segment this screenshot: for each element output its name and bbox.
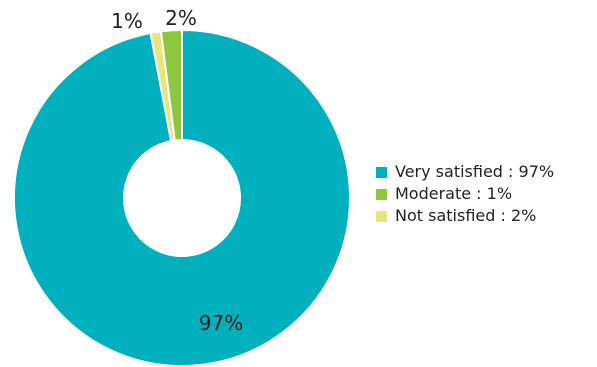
slice-label-moderate: 2% <box>165 6 197 30</box>
legend-label-not-satisfied: Not satisfied : 2% <box>395 206 537 225</box>
legend-item-moderate: Moderate : 1% <box>376 183 554 205</box>
slice-label-very-satisfied: 97% <box>199 311 243 335</box>
donut-slices <box>13 28 351 367</box>
legend-item-very-satisfied: Very satisfied : 97% <box>376 161 554 183</box>
slice-moderate <box>159 28 183 142</box>
legend-item-not-satisfied: Not satisfied : 2% <box>376 205 554 227</box>
slice-labels: 97% 2% 1% <box>111 6 243 335</box>
legend-label-very-satisfied: Very satisfied : 97% <box>395 162 555 181</box>
legend-swatch-not-satisfied <box>376 210 387 222</box>
legend-label-moderate: Moderate : 1% <box>395 184 513 203</box>
legend-swatch-moderate <box>376 188 387 200</box>
slice-very-satisfied <box>13 28 351 367</box>
legend-swatch-very-satisfied <box>376 166 387 178</box>
chart-legend: Very satisfied : 97% Moderate : 1% Not s… <box>376 161 554 227</box>
slice-label-not-satisfied: 1% <box>111 9 143 33</box>
